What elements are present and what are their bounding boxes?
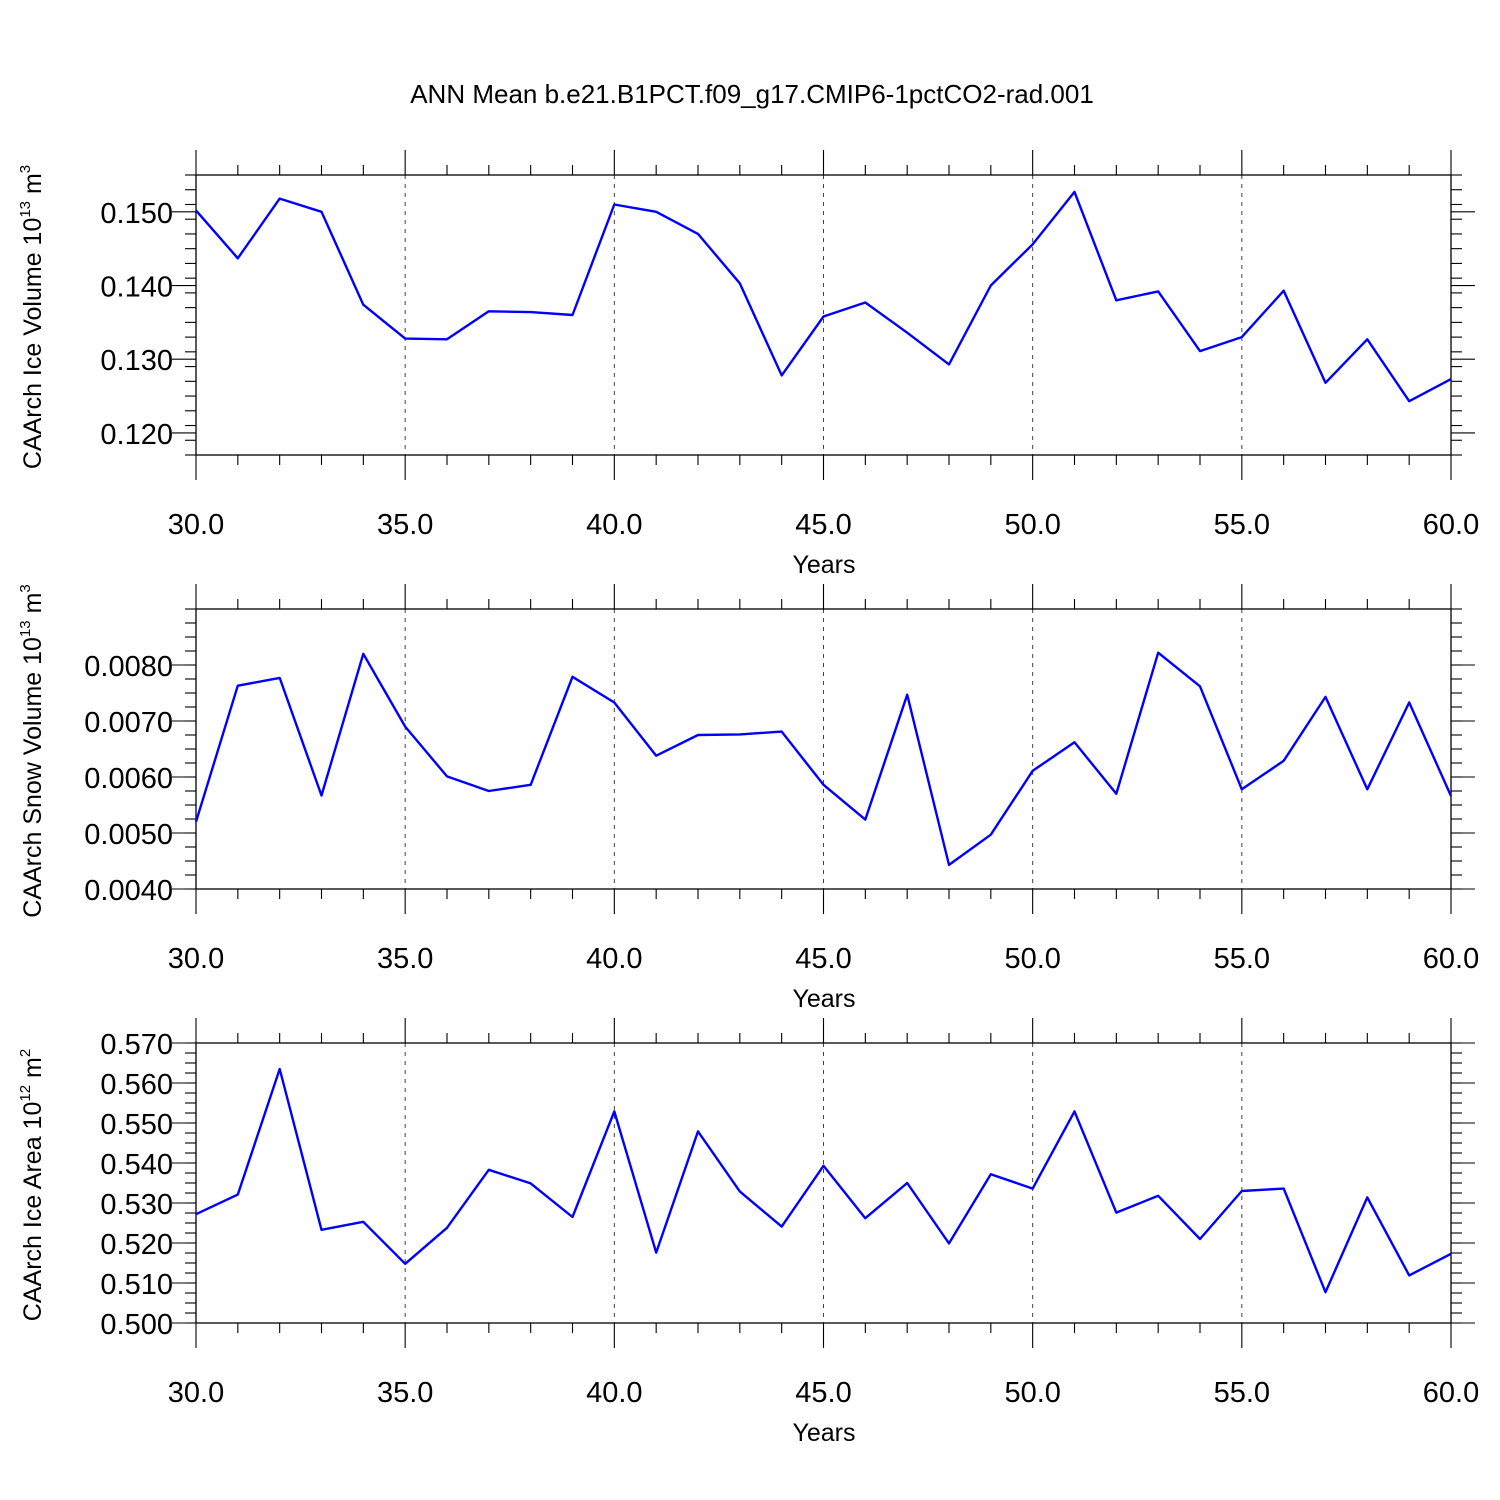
x-tick-label: 55.0 — [1214, 943, 1270, 975]
y-axis-label: CAArch Snow Volume 1013 m3 — [17, 584, 47, 918]
x-tick-label: 55.0 — [1214, 1377, 1270, 1409]
y-tick-label: 0.0040 — [84, 875, 173, 907]
y-tick-label: 0.130 — [100, 345, 173, 377]
y-tick-label: 0.540 — [100, 1149, 173, 1181]
x-tick-label: 30.0 — [168, 943, 224, 975]
y-tick-label: 0.150 — [100, 198, 173, 230]
x-tick-label: 50.0 — [1004, 1377, 1060, 1409]
x-tick-label: 45.0 — [795, 943, 851, 975]
panel-2: 30.0 35.0 40.0 45.0 50.0 55.0 60.0 0.0040 0.0050… — [17, 584, 1479, 1013]
y-tick-label: 0.0080 — [84, 651, 173, 683]
y-axis-label: CAArch Ice Area 1012 m2 — [17, 1049, 47, 1321]
x-tick-label: 35.0 — [377, 1377, 433, 1409]
x-tick-label: 40.0 — [586, 943, 642, 975]
y-tick-label: 0.140 — [100, 272, 173, 304]
x-axis-label: Years — [792, 551, 855, 579]
y-tick-label: 0.0060 — [84, 763, 173, 795]
series-line — [195, 190, 1452, 403]
panels: 30.0 35.0 40.0 45.0 50.0 55.0 60.0 0.120 0.130 0.… — [17, 150, 1479, 1447]
x-tick-label: 35.0 — [377, 509, 433, 541]
series-line — [195, 1067, 1452, 1294]
y-tick-label: 0.0070 — [84, 707, 173, 739]
y-tick-label: 0.500 — [100, 1309, 173, 1341]
y-axis-label: CAArch Ice Volume 1013 m3 — [17, 165, 47, 469]
panel-3: 30.0 35.0 40.0 45.0 50.0 55.0 60.0 0.500 0.510 0.… — [17, 1018, 1479, 1447]
y-tick-label: 0.120 — [100, 419, 173, 451]
y-tick-label: 0.520 — [100, 1229, 173, 1261]
y-tick-label: 0.560 — [100, 1069, 173, 1101]
y-tick-label: 0.570 — [100, 1029, 173, 1061]
x-tick-label: 55.0 — [1214, 509, 1270, 541]
x-tick-label: 30.0 — [168, 509, 224, 541]
y-tick-label: 0.550 — [100, 1109, 173, 1141]
chart-title: ANN Mean b.e21.B1PCT.f09_g17.CMIP6-1pctC… — [410, 79, 1094, 109]
y-tick-label: 0.510 — [100, 1269, 173, 1301]
x-axis-label: Years — [792, 985, 855, 1013]
x-tick-label: 60.0 — [1423, 509, 1479, 541]
x-axis-label: Years — [792, 1419, 855, 1447]
x-tick-label: 50.0 — [1004, 943, 1060, 975]
x-tick-label: 40.0 — [586, 509, 642, 541]
x-tick-label: 45.0 — [795, 509, 851, 541]
series-line — [194, 651, 1453, 867]
y-tick-label: 0.530 — [100, 1189, 173, 1221]
x-tick-label: 35.0 — [377, 943, 433, 975]
panel-1: 30.0 35.0 40.0 45.0 50.0 55.0 60.0 0.120 0.130 0.… — [17, 150, 1479, 579]
x-tick-label: 60.0 — [1423, 943, 1479, 975]
x-tick-label: 45.0 — [795, 1377, 851, 1409]
x-tick-label: 30.0 — [168, 1377, 224, 1409]
x-tick-label: 50.0 — [1004, 509, 1060, 541]
x-tick-label: 40.0 — [586, 1377, 642, 1409]
x-tick-label: 60.0 — [1423, 1377, 1479, 1409]
y-tick-label: 0.0050 — [84, 819, 173, 851]
